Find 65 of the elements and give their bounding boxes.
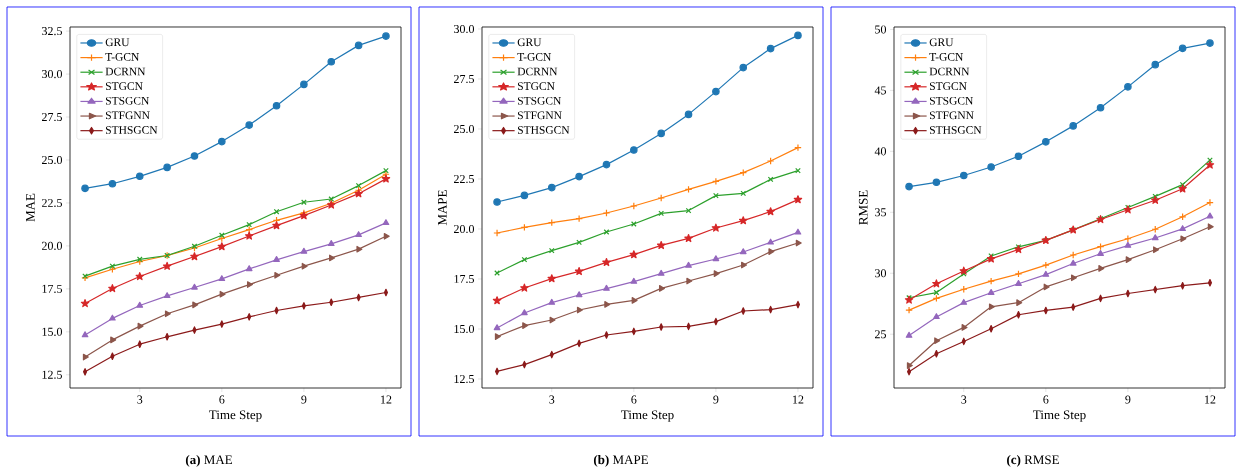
y-tick-label: 35 (875, 208, 887, 217)
text: (a) MAE (185, 454, 232, 467)
y-tick-label: 45 (874, 86, 887, 95)
y-tick-label: 20.0 (454, 224, 475, 234)
legend-label: T-GCN (929, 53, 964, 61)
x-tick-label: 3 (549, 395, 555, 404)
legend-label: GRU (105, 38, 130, 47)
legend-label: STGCN (929, 82, 967, 90)
x-tick-label: 3 (961, 395, 967, 404)
legend-label: STFGNN (929, 111, 974, 120)
legend-label: STSGCN (929, 96, 974, 105)
x-tick-label: 9 (301, 395, 307, 404)
x-tick-label: 12 (793, 395, 804, 404)
x-tick-label: 6 (631, 395, 637, 404)
y-tick-label: 17.5 (42, 284, 63, 293)
y-tick-label: 50 (875, 25, 887, 34)
y-axis-title: MAE (26, 193, 35, 222)
x-axis-title: Time Step (621, 410, 674, 422)
y-tick-label: 27.5 (42, 112, 63, 122)
y-tick-label: 20.0 (42, 241, 63, 250)
y-tick-label: 30 (875, 269, 887, 278)
legend-label: STHSGCN (517, 126, 570, 134)
legend-label: T-GCN (517, 53, 552, 61)
legend-label: GRU (929, 38, 954, 47)
y-tick-label: 25 (875, 330, 887, 339)
y-tick-label: 40 (874, 147, 887, 156)
legend-label: STHSGCN (929, 126, 982, 134)
y-tick-label: 32.5 (42, 27, 63, 36)
legend-label: STFGNN (105, 111, 150, 120)
legend-label: DCRNN (517, 67, 558, 76)
y-tick-label: 12.5 (42, 370, 63, 379)
y-tick-label: 17.5 (454, 274, 475, 284)
x-tick-label: 12 (381, 395, 392, 404)
legend-label: STFGNN (517, 111, 562, 120)
x-tick-label: 12 (1205, 395, 1216, 404)
legend-label: STSGCN (517, 96, 562, 105)
y-tick-label: 22.5 (454, 174, 475, 184)
text: (b) MAPE (593, 454, 648, 467)
y-tick-label: 15.0 (42, 327, 63, 336)
legend-label: GRU (517, 38, 542, 47)
x-tick-label: 9 (713, 395, 719, 404)
x-tick-label: 9 (1125, 395, 1131, 404)
x-axis-title: Time Step (1033, 410, 1086, 422)
legend-label: T-GCN (105, 53, 140, 61)
legend-label: STGCN (517, 82, 555, 90)
legend-label: STSGCN (105, 96, 150, 105)
legend-label: STHSGCN (105, 126, 158, 134)
y-tick-label: 25.0 (42, 155, 63, 165)
y-tick-label: 25.0 (454, 124, 475, 134)
x-axis-title: Time Step (209, 410, 262, 422)
x-tick-label: 6 (219, 395, 225, 404)
y-axis-title: RMSE (858, 190, 868, 225)
y-tick-label: 15.0 (454, 324, 475, 334)
y-tick-label: 30.0 (42, 70, 63, 79)
y-tick-label: 12.5 (454, 374, 475, 384)
legend-label: STGCN (105, 82, 143, 90)
y-tick-label: 30.0 (454, 24, 475, 34)
y-tick-label: 22.5 (42, 198, 63, 208)
y-axis-title: MAPE (438, 190, 447, 226)
legend-label: DCRNN (929, 67, 970, 76)
text: (c) RMSE (1007, 454, 1059, 467)
x-tick-label: 6 (1043, 395, 1049, 404)
y-tick-label: 27.5 (454, 74, 475, 84)
x-tick-label: 3 (137, 395, 143, 404)
legend-label: DCRNN (105, 67, 146, 76)
